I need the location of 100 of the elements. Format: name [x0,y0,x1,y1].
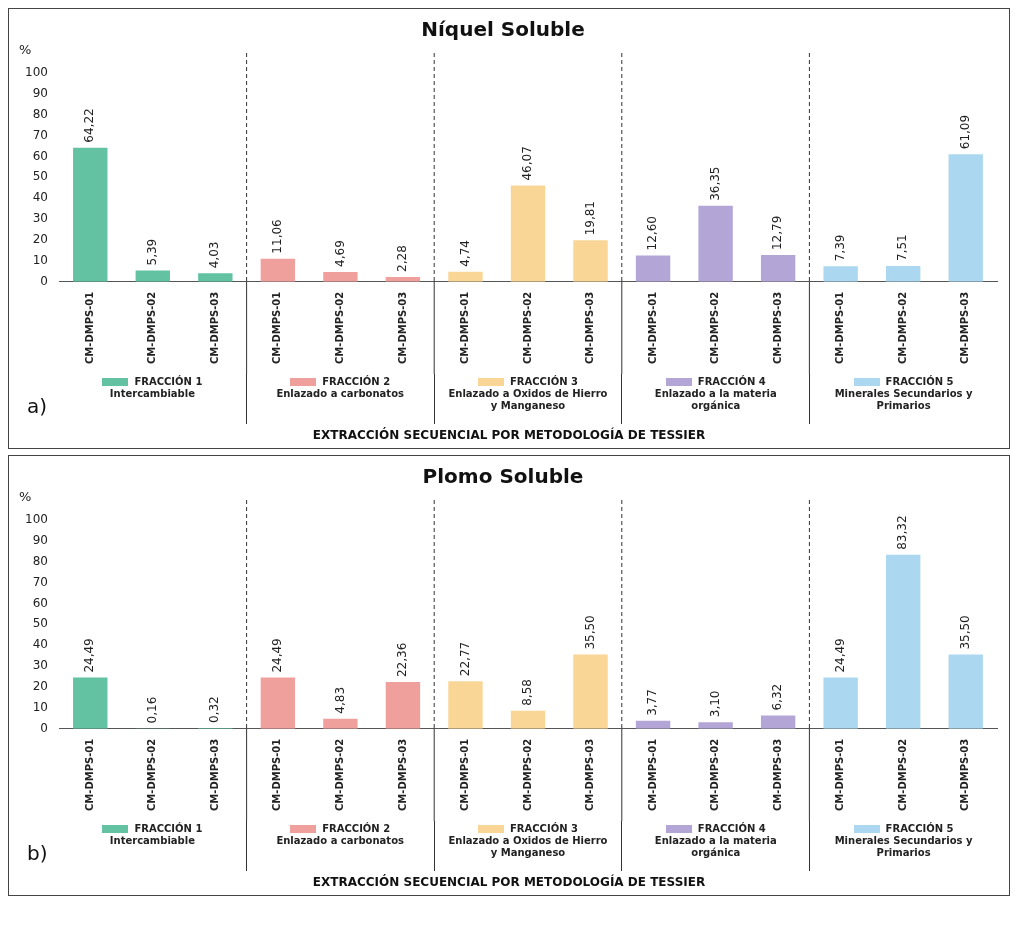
bar [260,677,296,729]
chart-title: Níquel Soluble [421,17,585,42]
y-tick-label: 90 [32,533,48,547]
bar [823,266,858,282]
x-tick-label: CM-DMPS-02 [521,738,533,812]
x-tick-label: CM-DMPS-01 [646,291,658,365]
bar [635,255,671,282]
y-tick-label: 20 [32,679,48,694]
bar [573,240,608,282]
data-label: 35,50 [582,615,597,650]
bar [760,715,796,729]
x-tick-label: CM-DMPS-03 [396,738,408,812]
legend-label: FRACCIÓN 4 Enlazado a la materia orgánica [654,823,777,858]
bar [698,722,733,729]
x-axis-title: EXTRACCIÓN SECUENCIAL POR METODOLOGÍA DE TESSIER [311,426,707,444]
y-tick-label: 60 [32,148,48,163]
bar [698,205,733,282]
bar [385,682,421,729]
x-tick-label: CM-DMPS-02 [333,738,345,812]
x-tick-label: CM-DMPS-01 [271,291,283,365]
x-tick-label: CM-DMPS-02 [709,291,721,365]
bar [948,654,983,729]
legend-label: FRACCIÓN 3 Enlazado a Oxidos de Hierro y Manganeso [448,823,608,858]
y-tick-label: 20 [32,232,48,247]
bar [73,147,108,282]
data-label: 19,81 [582,201,597,236]
y-tick-label: 100 [25,512,48,527]
bar [323,271,358,282]
data-label: 6,32 [770,683,785,711]
bar [823,677,858,729]
legend-label: FRACCIÓN 3 Enlazado a Oxidos de Hierro y Manganeso [448,376,608,411]
data-label: 4,69 [332,240,347,267]
y-tick-label: 100 [25,65,48,80]
bar [198,273,233,282]
bar [886,266,921,282]
data-label: 4,03 [207,241,222,269]
x-tick-label: CM-DMPS-01 [834,291,846,365]
y-tick-label: 10 [32,252,48,267]
bar [448,681,483,729]
x-axis-title: EXTRACCIÓN SECUENCIAL POR METODOLOGÍA DE TESSIER [311,873,707,891]
x-tick-label: CM-DMPS-03 [208,738,220,812]
y-tick-label: 30 [32,211,48,226]
bar [510,710,546,729]
legend-label: FRACCIÓN 4 Enlazado a la materia orgánica [654,376,777,411]
x-tick-label: CM-DMPS-01 [459,291,471,365]
x-tick-label: CM-DMPS-03 [959,291,971,365]
x-tick-label: CM-DMPS-02 [146,738,158,812]
y-tick-label: 70 [32,574,48,589]
x-tick-label: CM-DMPS-02 [146,291,158,365]
data-label: 3,77 [645,689,660,716]
data-label: 36,35 [707,166,722,201]
bar [948,154,983,282]
data-label: 2,28 [395,245,410,272]
data-label: 8,58 [520,679,535,706]
data-label: 5,39 [144,238,159,266]
bar [73,677,108,729]
y-tick-label: 40 [32,190,48,205]
y-axis-title: % [19,42,32,58]
y-tick-label: 0 [40,720,48,735]
y-tick-label: 80 [32,106,48,121]
x-tick-label: CM-DMPS-03 [959,738,971,812]
bar [760,255,796,282]
data-label: 12,60 [645,216,660,251]
data-label: 22,36 [395,642,410,678]
bar [323,718,358,729]
y-tick-label: 30 [32,658,48,673]
x-tick-label: CM-DMPS-01 [834,738,846,812]
legend-label: FRACCIÓN 5 Minerales Secundarios y Primarios [834,823,973,858]
x-tick-label: CM-DMPS-03 [208,291,220,365]
x-tick-label: CM-DMPS-03 [584,738,596,812]
bar [260,258,296,282]
y-tick-label: 80 [32,553,48,568]
data-label: 46,07 [520,146,535,181]
y-axis-title: % [19,489,32,505]
x-tick-label: CM-DMPS-01 [83,738,95,812]
data-label: 0,32 [207,696,222,724]
data-label: 24,49 [82,638,97,673]
legend-label: FRACCIÓN 1 Intercambiable [109,376,203,399]
chart-title: Plomo Soluble [422,464,584,489]
data-label: 7,39 [832,234,847,262]
data-label: 3,10 [707,690,722,718]
legend-label: FRACCIÓN 2 Enlazado a carbonatos [276,376,404,399]
x-tick-label: CM-DMPS-03 [584,291,596,365]
bar [448,271,483,282]
x-tick-label: CM-DMPS-01 [271,738,283,812]
y-tick-label: 90 [32,86,48,100]
x-tick-label: CM-DMPS-01 [83,291,95,365]
data-label: 22,77 [457,641,472,677]
x-tick-label: CM-DMPS-01 [459,738,471,812]
text: a) [27,394,48,418]
data-label: 0,16 [144,696,159,724]
y-tick-label: 50 [32,169,48,184]
x-tick-label: CM-DMPS-02 [709,738,721,812]
data-label: 83,32 [895,515,910,550]
x-tick-label: CM-DMPS-03 [396,291,408,365]
y-tick-label: 0 [40,273,48,288]
x-tick-label: CM-DMPS-02 [333,291,345,365]
x-tick-label: CM-DMPS-03 [771,291,783,365]
data-label: 24,49 [832,638,847,673]
legend-label: FRACCIÓN 2 Enlazado a carbonatos [276,823,404,846]
